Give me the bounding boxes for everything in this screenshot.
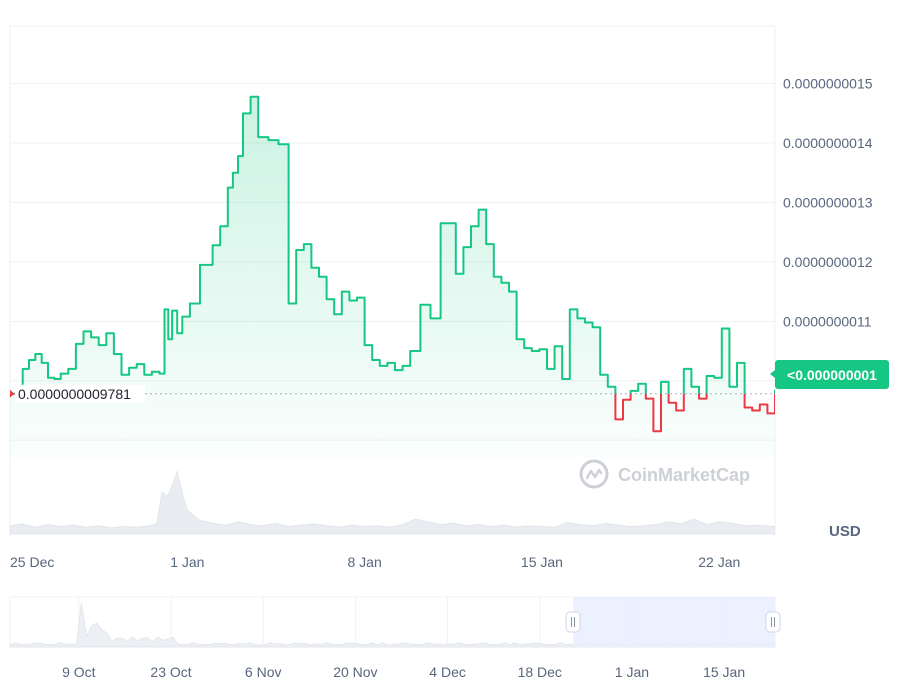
x-tick-label: 8 Jan [348,554,382,570]
y-tick-label: 0.0000000013 [783,194,873,210]
y-tick-label: 0.0000000014 [783,135,873,151]
y-tick-label: 0.0000000011 [783,313,872,329]
x-axis: 25 Dec 1 Jan 8 Jan 15 Jan 22 Jan [10,554,740,570]
navigator[interactable] [9,596,781,648]
navigator-tick-label: 9 Oct [62,664,96,680]
volume-series [10,469,775,535]
grid [9,25,776,536]
price-area-fill [10,96,775,458]
navigator-tick-label: 15 Jan [703,664,745,680]
navigator-tick-label: 18 Dec [518,664,562,680]
current-price-badge: <0.000000001 [770,360,889,389]
navigator-selection[interactable] [573,597,775,647]
navigator-handle-right[interactable] [765,611,781,633]
price-line-up [10,95,775,394]
navigator-x-axis: 9 Oct 23 Oct 6 Nov 20 Nov 4 Dec 18 Dec 1 Jan 15… [62,664,745,680]
y-tick-label: 0.0000000015 [783,76,873,92]
reference-price-label: 0.0000000009781 [18,386,131,402]
volume-area [10,469,775,535]
current-price-label: <0.000000001 [787,367,877,383]
watermark-text: CoinMarketCap [618,465,750,485]
y-axis: 0.0000000015 0.0000000014 0.0000000013 0.00… [783,76,873,330]
navigator-tick-label: 23 Oct [150,664,191,680]
x-tick-label: 1 Jan [170,554,204,570]
x-tick-label: 25 Dec [10,554,54,570]
x-tick-label: 15 Jan [521,554,563,570]
reference-marker-icon [10,389,14,398]
price-line-down [10,393,775,433]
navigator-tick-label: 20 Nov [333,664,377,680]
x-tick-label: 22 Jan [698,554,740,570]
y-tick-label: 0.0000000012 [783,254,873,270]
navigator-tick-label: 6 Nov [245,664,282,680]
currency-label: USD [829,523,861,540]
navigator-tick-label: 4 Dec [429,664,466,680]
navigator-handle-left[interactable] [565,611,581,633]
coinmarketcap-watermark: CoinMarketCap [579,459,750,489]
reference-label-bg [15,384,145,403]
navigator-tick-label: 1 Jan [615,664,649,680]
coinmarketcap-logo-icon [579,459,609,489]
